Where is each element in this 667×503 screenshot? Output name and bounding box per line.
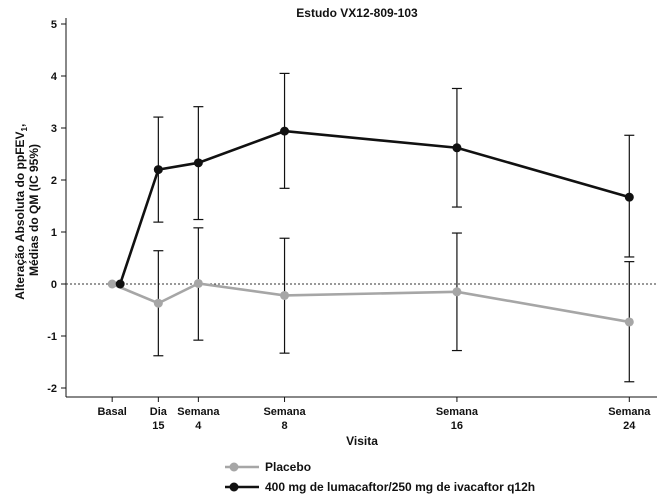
chart-title: Estudo VX12-809-103 [296,6,418,20]
data-point [193,278,203,288]
data-point [193,158,203,168]
y-tick-label: 4 [51,71,58,83]
y-tick-label: -1 [47,331,57,343]
series-placebo [107,227,635,383]
x-tick-label: Semana [436,406,479,418]
series-line [118,129,630,285]
x-axis-label: Visita [346,434,378,448]
legend: Placebo 400 mg de lumacaftor/250 mg de iv… [225,460,535,494]
axes [65,18,657,398]
x-tick-label-line2: 15 [152,420,164,432]
x-tick-label: Semana [608,406,651,418]
x-tick-label: Semana [263,406,306,418]
y-tick-label: 5 [51,19,57,31]
legend-label: Placebo [265,460,311,474]
y-tick-label: 1 [51,227,57,239]
data-point [280,126,290,136]
plot-area [107,72,635,383]
data-point [624,317,634,327]
data-point [624,192,634,202]
legend-marker [229,462,239,472]
data-point [452,143,462,153]
y-axis-label-line1: Alteração Absoluta do ppFEV1, [13,124,29,300]
data-point [153,298,163,308]
x-tick-label: Semana [177,406,220,418]
x-tick-label-line2: 4 [195,420,202,432]
y-tick-label: 3 [51,123,57,135]
data-point [107,279,117,289]
data-point [452,287,462,297]
legend-marker [229,482,239,492]
data-point [115,279,125,289]
y-axis-label-line2: Médias do QM (IC 95%) [27,144,41,276]
series-lumacaftor-ivacaftor [115,72,635,289]
x-ticks: Basal Dia 15 Semana 4 Semana 8 Semana 16 Semana 24 [97,397,651,432]
series-line [111,282,630,324]
y-axis-label: Alteração Absoluta do ppFEV1, Médias do … [13,120,41,299]
y-axis-label-text: Alteração Absoluta do ppFEV [13,131,27,299]
x-tick-label-line2: 16 [451,420,463,432]
data-point [280,290,290,300]
y-axis-label-subscript: 1 [20,126,29,131]
x-tick-label-line2: 24 [623,420,636,432]
y-tick-label: -2 [47,383,57,395]
data-point [153,165,163,175]
x-tick-label: Basal [97,406,126,418]
x-tick-label-line2: 8 [281,420,287,432]
y-axis-label-suffix: , [13,124,27,127]
y-tick-label: 2 [51,175,57,187]
y-ticks: 5 4 3 2 1 0 -1 -2 [47,19,66,395]
y-tick-label: 0 [51,279,57,291]
legend-label: 400 mg de lumacaftor/250 mg de ivacaftor… [265,480,535,494]
x-tick-label: Dia [150,406,168,418]
